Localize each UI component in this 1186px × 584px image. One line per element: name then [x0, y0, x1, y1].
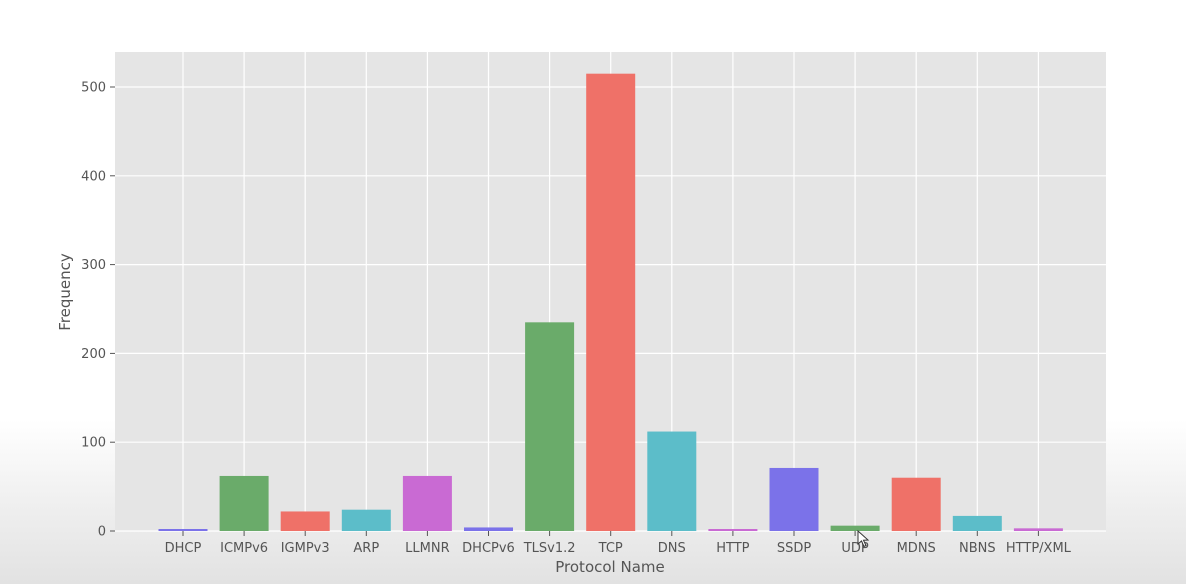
x-tick-label: TCP — [598, 541, 623, 556]
bar-tcp — [586, 73, 636, 532]
x-tick-label: UDP — [841, 541, 869, 556]
x-tick-labels: DHCP ICMPv6 IGMPv3 ARP LLMNR DHCPv6 TLSv1.2 TCP… — [165, 531, 1072, 556]
bar-http-xml — [1013, 528, 1063, 531]
bar-nbns — [952, 515, 1002, 531]
x-tick-label: TLSv1.2 — [523, 541, 576, 556]
x-tick-label: ICMPv6 — [220, 541, 268, 556]
bar-udp — [830, 525, 880, 531]
bars — [158, 73, 1063, 532]
bar-http — [708, 529, 758, 531]
x-tick-label: DHCP — [165, 541, 202, 556]
x-tick-label: IGMPv3 — [281, 541, 330, 556]
bar-mdns — [891, 477, 941, 531]
x-tick-label: DHCPv6 — [462, 541, 515, 556]
bar-igmpv3 — [280, 511, 330, 531]
x-tick-label: NBNS — [959, 541, 996, 556]
y-tick-label: 300 — [81, 258, 106, 273]
y-tick-label: 0 — [98, 525, 106, 540]
bar-icmpv6 — [219, 475, 269, 531]
gridlines — [115, 52, 1106, 532]
bar-llmnr — [402, 475, 452, 531]
x-tick-label: SSDP — [777, 541, 812, 556]
x-axis-label: Protocol Name — [555, 558, 664, 576]
bar-tlsv1-2 — [525, 322, 575, 531]
mouse-pointer-icon — [857, 529, 870, 548]
bar-dhcpv6 — [464, 527, 513, 531]
bar-arp — [341, 509, 391, 531]
y-tick-label: 400 — [81, 169, 106, 184]
x-tick-label: HTTP/XML — [1006, 541, 1072, 556]
y-tick-label: 500 — [81, 81, 106, 96]
x-tick-label: DNS — [658, 541, 686, 556]
x-tick-label: MDNS — [897, 541, 936, 556]
y-tick-label: 200 — [81, 347, 106, 362]
bar-ssdp — [769, 467, 819, 531]
x-tick-label: ARP — [353, 541, 379, 556]
x-tick-label: LLMNR — [405, 541, 449, 556]
y-tick-label: 100 — [81, 436, 106, 451]
bar-dns — [647, 431, 697, 531]
y-tick-labels: 0 100 200 300 400 500 — [81, 81, 115, 540]
x-tick-label: HTTP — [716, 541, 749, 556]
bar-dhcp — [158, 529, 208, 531]
y-axis-label: Frequency — [56, 253, 74, 331]
